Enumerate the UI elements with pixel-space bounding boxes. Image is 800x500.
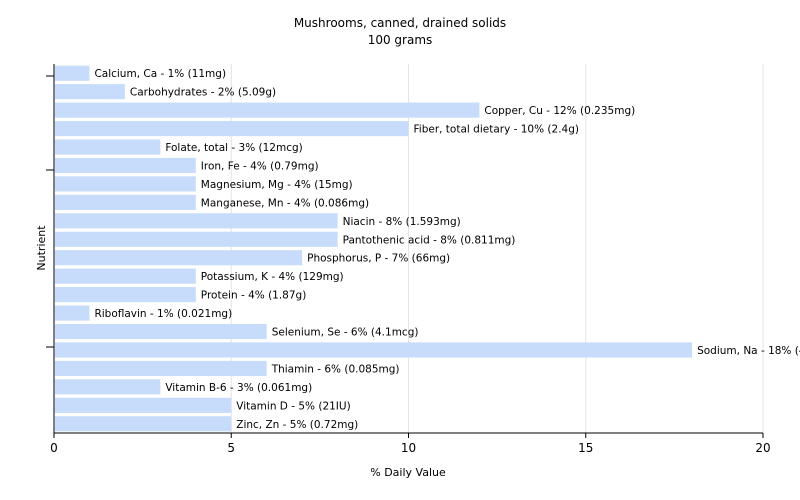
bar: [55, 360, 267, 376]
bar: [55, 84, 125, 100]
bar-label: Riboflavin - 1% (0.021mg): [94, 308, 232, 320]
bar: [55, 65, 90, 81]
bar-label: Vitamin B-6 - 3% (0.061mg): [165, 382, 312, 394]
bar-label: Fiber, total dietary - 10% (2.4g): [414, 124, 579, 136]
bar: [55, 176, 196, 192]
bar: [55, 305, 90, 321]
y-axis-label: Nutrient: [35, 225, 48, 271]
bar: [55, 121, 409, 137]
bar-label: Phosphorus, P - 7% (66mg): [307, 253, 450, 265]
bar-label: Iron, Fe - 4% (0.79mg): [201, 160, 319, 172]
bar-label: Folate, total - 3% (12mcg): [165, 142, 302, 154]
x-axis-label: % Daily Value: [370, 466, 446, 479]
bar: [55, 250, 303, 266]
bar: [55, 323, 267, 340]
bars: Calcium, Ca - 1% (11mg) Carbohydrates - 2…: [55, 65, 800, 432]
bar-label: Carbohydrates - 2% (5.09g): [130, 87, 276, 99]
bar: [55, 342, 693, 358]
x-tick-label: 0: [50, 441, 58, 455]
bar: [55, 139, 161, 155]
bar-label: Pantothenic acid - 8% (0.811mg): [343, 234, 516, 246]
bar: [55, 268, 196, 284]
bar-label: Thiamin - 6% (0.085mg): [271, 363, 400, 375]
bar: [55, 231, 338, 247]
bar-label: Magnesium, Mg - 4% (15mg): [201, 179, 353, 191]
bar-label: Sodium, Na - 18% (425mg): [697, 345, 800, 357]
chart-subtitle: 100 grams: [368, 33, 433, 47]
bar: [55, 102, 480, 118]
gridlines: [230, 64, 764, 433]
bar-label: Vitamin D - 5% (21IU): [236, 400, 350, 412]
bar-label: Protein - 4% (1.87g): [201, 290, 307, 302]
bar-label: Niacin - 8% (1.593mg): [343, 216, 461, 228]
bar: [55, 287, 196, 303]
bar: [55, 397, 232, 413]
bar-label: Potassium, K - 4% (129mg): [201, 271, 344, 283]
bar: [55, 213, 338, 229]
bar-label: Copper, Cu - 12% (0.235mg): [484, 105, 635, 117]
axes: 0 5 10 15 20: [46, 64, 771, 455]
bar: [55, 157, 196, 174]
bar-label: Manganese, Mn - 4% (0.086mg): [201, 197, 369, 209]
chart-title: Mushrooms, canned, drained solids: [294, 16, 506, 30]
x-tick-label: 10: [401, 441, 416, 455]
bar-label: Selenium, Se - 6% (4.1mcg): [272, 327, 419, 339]
bar-label: Calcium, Ca - 1% (11mg): [94, 68, 226, 80]
bar: [55, 194, 196, 210]
bar: [55, 379, 161, 395]
bar: [55, 416, 232, 432]
x-tick-label: 20: [755, 441, 770, 455]
bar-label: Zinc, Zn - 5% (0.72mg): [236, 419, 358, 431]
x-tick-label: 5: [227, 441, 235, 455]
x-tick-label: 15: [578, 441, 593, 455]
